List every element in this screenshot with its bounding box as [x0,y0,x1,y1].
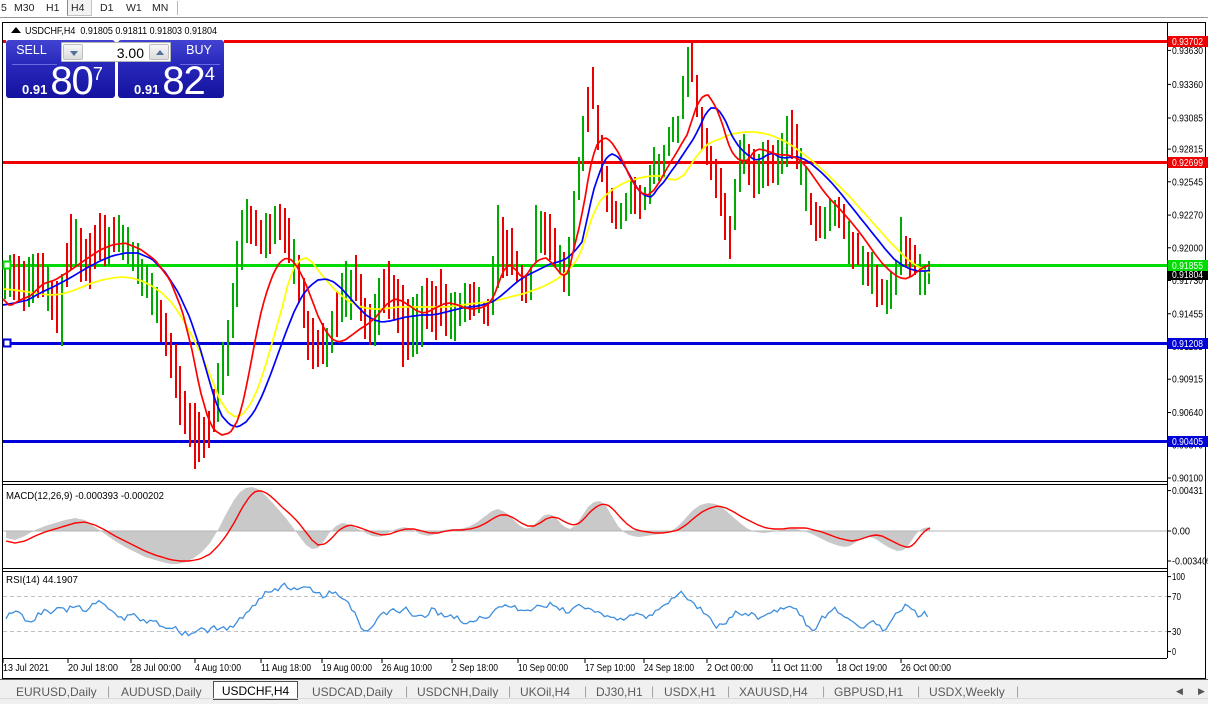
svg-text:0.91208: 0.91208 [1172,339,1203,350]
svg-text:0.92815: 0.92815 [1172,145,1203,156]
svg-text:0.92270: 0.92270 [1172,211,1203,222]
svg-text:20 Jul 18:00: 20 Jul 18:00 [68,663,118,674]
svg-text:0.92545: 0.92545 [1172,177,1203,188]
svg-text:0.91455: 0.91455 [1172,309,1203,320]
svg-text:30: 30 [1172,627,1181,638]
svg-text:70: 70 [1172,592,1181,603]
svg-text:0.90405: 0.90405 [1172,437,1203,448]
svg-text:RSI(14) 44.1907: RSI(14) 44.1907 [6,575,78,586]
svg-text:0.93360: 0.93360 [1172,80,1203,91]
svg-text:0.00: 0.00 [1172,527,1190,538]
svg-text:0.91855: 0.91855 [1172,261,1203,272]
svg-text:11 Aug 18:00: 11 Aug 18:00 [261,663,311,674]
svg-text:0.93085: 0.93085 [1172,114,1203,125]
svg-text:0.00431: 0.00431 [1172,486,1203,497]
svg-text:18 Oct 19:00: 18 Oct 19:00 [837,663,887,674]
svg-text:100: 100 [1172,572,1185,583]
svg-text:4 Aug 10:00: 4 Aug 10:00 [195,663,241,674]
svg-text:0.91730: 0.91730 [1172,276,1203,287]
svg-text:0.91804: 0.91804 [1172,270,1203,281]
svg-text:19 Aug 00:00: 19 Aug 00:00 [322,663,372,674]
svg-text:MACD(12,26,9) -0.000393 -0.000: MACD(12,26,9) -0.000393 -0.000202 [6,491,164,502]
svg-text:0.90100: 0.90100 [1172,474,1203,485]
svg-text:17 Sep 10:00: 17 Sep 10:00 [585,663,635,674]
svg-text:0: 0 [1172,647,1176,658]
svg-text:13 Jul 2021: 13 Jul 2021 [3,663,49,674]
svg-text:-0.003405: -0.003405 [1172,557,1208,568]
svg-text:26 Oct 00:00: 26 Oct 00:00 [901,663,951,674]
svg-text:USDCHF,H4 0.91805 0.91811 0.9: USDCHF,H4 0.91805 0.91811 0.91803 0.9180… [25,26,217,37]
svg-text:2 Oct 00:00: 2 Oct 00:00 [707,663,753,674]
svg-text:0.93630: 0.93630 [1172,46,1203,57]
svg-text:0.90640: 0.90640 [1172,408,1203,419]
svg-text:0.90915: 0.90915 [1172,375,1203,386]
svg-text:0.92000: 0.92000 [1172,243,1203,254]
svg-text:0.93702: 0.93702 [1172,37,1203,48]
svg-text:26 Aug 10:00: 26 Aug 10:00 [382,663,432,674]
svg-text:11 Oct 11:00: 11 Oct 11:00 [772,663,822,674]
svg-text:10 Sep 00:00: 10 Sep 00:00 [518,663,568,674]
svg-text:28 Jul 00:00: 28 Jul 00:00 [131,663,181,674]
svg-text:2 Sep 18:00: 2 Sep 18:00 [452,663,498,674]
svg-text:24 Sep 18:00: 24 Sep 18:00 [644,663,694,674]
svg-text:0.92699: 0.92699 [1172,158,1203,169]
